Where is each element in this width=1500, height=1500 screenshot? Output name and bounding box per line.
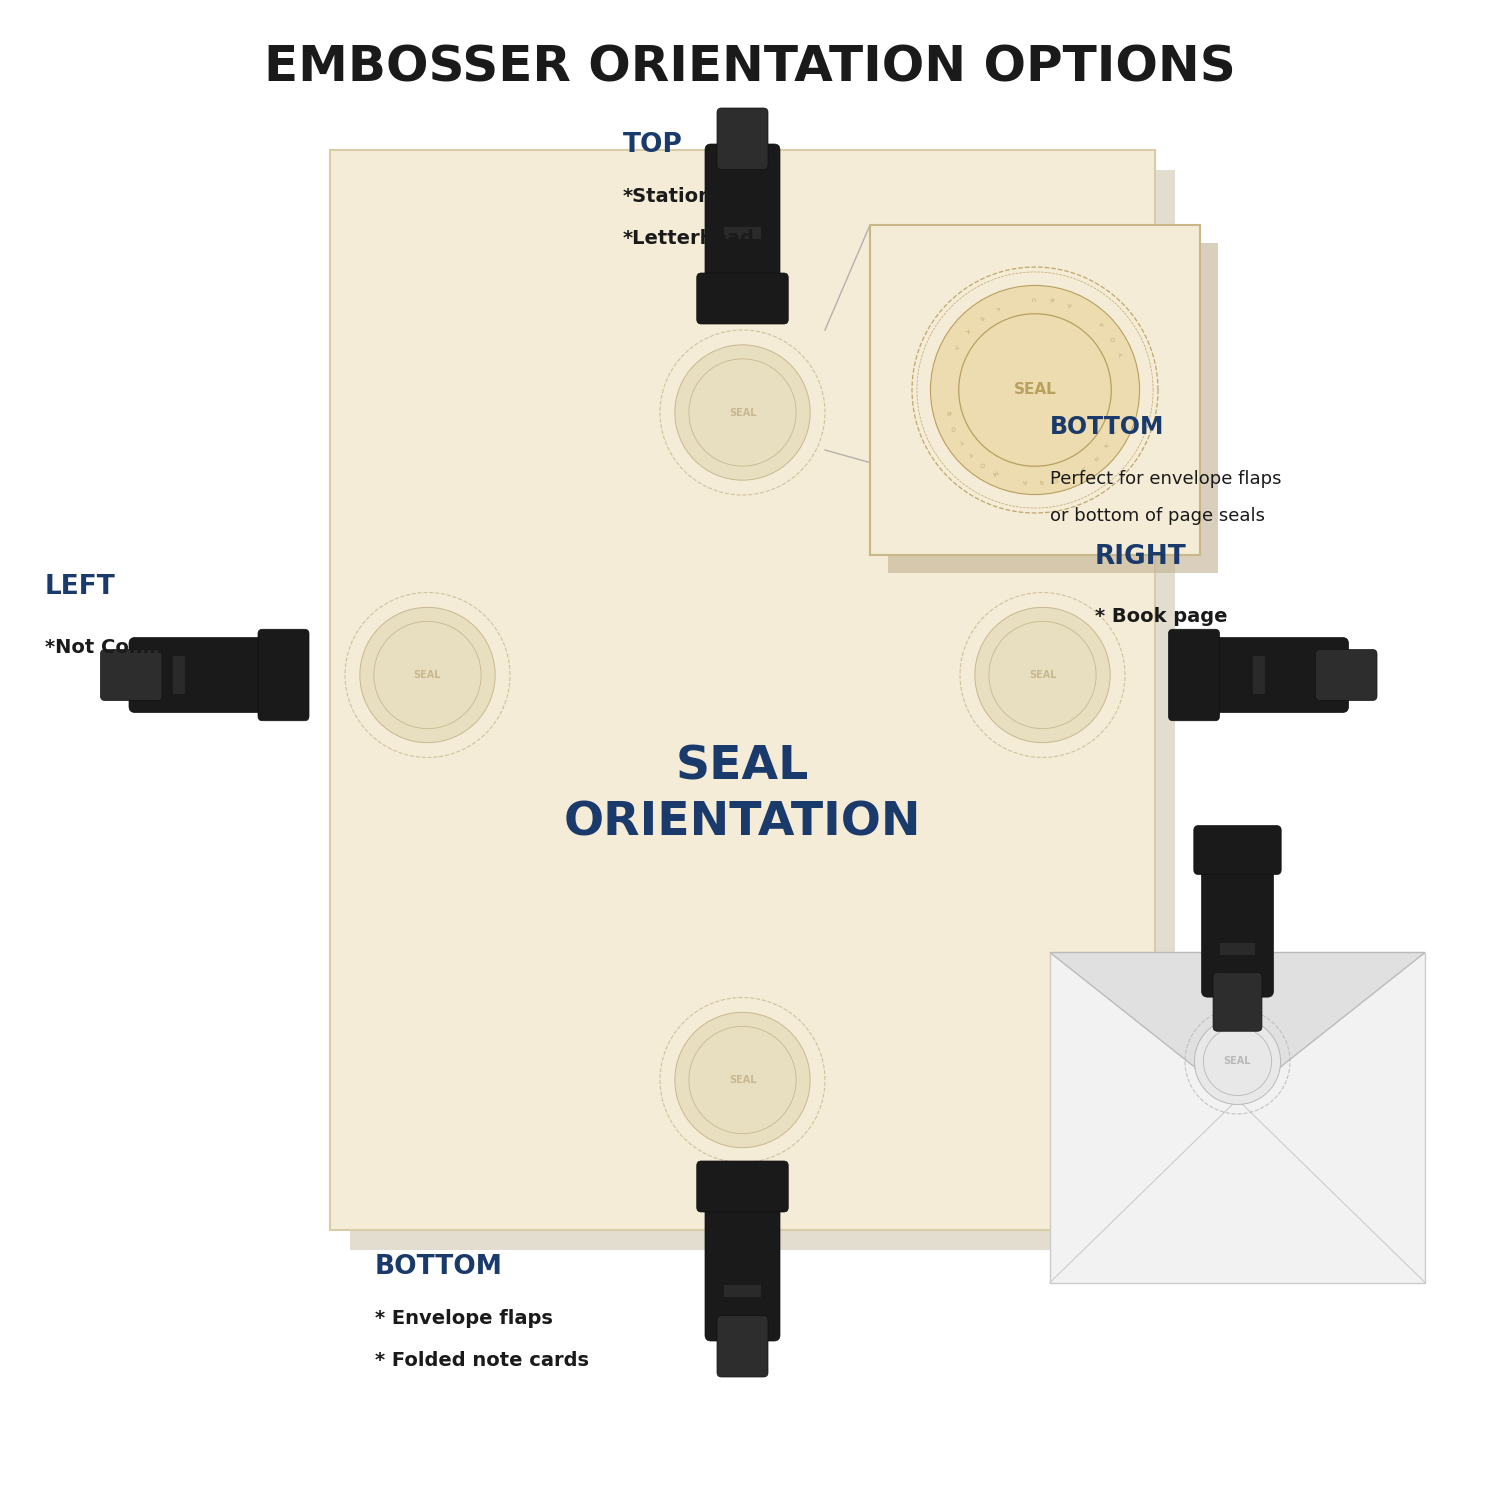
Text: SEAL: SEAL (729, 1076, 756, 1084)
FancyBboxPatch shape (1168, 630, 1219, 720)
FancyBboxPatch shape (1220, 944, 1256, 956)
Text: EMBOSSER ORIENTATION OPTIONS: EMBOSSER ORIENTATION OPTIONS (264, 44, 1236, 92)
Polygon shape (1050, 952, 1425, 1101)
Text: BOTTOM: BOTTOM (375, 1254, 502, 1280)
FancyBboxPatch shape (696, 1161, 789, 1212)
Text: T: T (952, 342, 958, 348)
Text: X: X (963, 327, 970, 333)
Text: *Stationery: *Stationery (622, 188, 748, 207)
Text: T: T (957, 438, 963, 444)
FancyBboxPatch shape (717, 108, 768, 170)
Circle shape (975, 608, 1110, 742)
FancyBboxPatch shape (705, 1202, 780, 1341)
Circle shape (675, 1013, 810, 1148)
Text: P: P (1096, 322, 1102, 328)
Text: * Envelope flaps: * Envelope flaps (375, 1310, 554, 1329)
FancyBboxPatch shape (1316, 650, 1377, 700)
Text: A: A (1023, 478, 1028, 483)
FancyBboxPatch shape (350, 170, 1174, 1250)
Text: TOP: TOP (622, 132, 682, 158)
FancyBboxPatch shape (1050, 952, 1425, 1282)
Text: LEFT: LEFT (45, 574, 116, 600)
Text: E: E (1094, 453, 1101, 459)
Text: or bottom of page seals: or bottom of page seals (1050, 507, 1264, 525)
FancyBboxPatch shape (1214, 972, 1261, 1032)
Text: T: T (1118, 354, 1122, 360)
Text: O: O (948, 424, 956, 430)
Text: O: O (978, 460, 986, 466)
Text: T: T (966, 450, 974, 456)
Text: *Letterhead: *Letterhead (622, 230, 754, 249)
Text: R: R (1038, 478, 1042, 483)
Text: M: M (992, 468, 999, 476)
Text: R: R (1048, 298, 1053, 303)
Text: * Book page: * Book page (1095, 608, 1227, 627)
FancyBboxPatch shape (129, 638, 268, 712)
FancyBboxPatch shape (172, 656, 186, 694)
Text: T: T (1082, 464, 1088, 470)
FancyBboxPatch shape (696, 273, 789, 324)
Text: B: B (944, 410, 950, 416)
Text: T: T (993, 304, 999, 310)
FancyBboxPatch shape (870, 225, 1200, 555)
Text: SEAL: SEAL (1014, 382, 1056, 398)
FancyBboxPatch shape (1209, 638, 1348, 712)
FancyBboxPatch shape (888, 243, 1218, 573)
Text: Perfect for envelope flaps: Perfect for envelope flaps (1050, 470, 1281, 488)
Text: T: T (1113, 429, 1119, 433)
Text: RIGHT: RIGHT (1095, 544, 1186, 570)
FancyBboxPatch shape (1254, 656, 1264, 694)
Text: SEAL: SEAL (1224, 1056, 1251, 1066)
Text: X: X (1104, 441, 1112, 448)
FancyBboxPatch shape (717, 1316, 768, 1377)
Text: *Not Common: *Not Common (45, 638, 196, 657)
Text: C: C (1053, 476, 1059, 482)
Text: A: A (1065, 303, 1071, 309)
Circle shape (1194, 1019, 1281, 1104)
FancyBboxPatch shape (705, 144, 780, 284)
FancyBboxPatch shape (1202, 864, 1274, 998)
FancyBboxPatch shape (723, 228, 762, 240)
Text: O: O (1107, 336, 1114, 344)
Text: SEAL
ORIENTATION: SEAL ORIENTATION (564, 746, 921, 846)
FancyBboxPatch shape (258, 630, 309, 720)
Circle shape (675, 345, 810, 480)
Text: SEAL: SEAL (1029, 670, 1056, 680)
Circle shape (930, 285, 1140, 495)
Text: C: C (1029, 297, 1035, 302)
FancyBboxPatch shape (330, 150, 1155, 1230)
Text: SEAL: SEAL (729, 408, 756, 417)
Text: * Folded note cards: * Folded note cards (375, 1352, 590, 1371)
FancyBboxPatch shape (723, 1284, 762, 1296)
Text: BOTTOM: BOTTOM (1050, 416, 1164, 440)
FancyBboxPatch shape (100, 650, 162, 700)
Text: E: E (976, 314, 984, 321)
Text: SEAL: SEAL (414, 670, 441, 680)
Circle shape (360, 608, 495, 742)
FancyBboxPatch shape (1194, 825, 1281, 874)
